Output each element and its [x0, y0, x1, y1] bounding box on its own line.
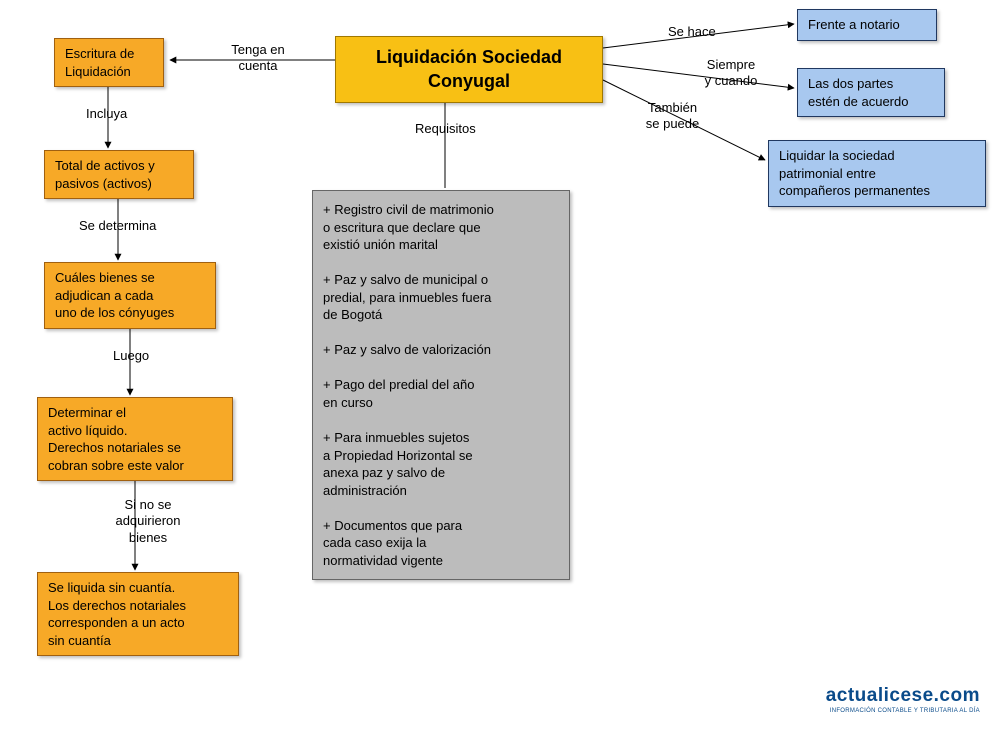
- label-siempre: Siemprey cuando: [696, 57, 766, 90]
- label-se-hace: Se hace: [668, 24, 716, 40]
- node-escritura: Escritura deLiquidación: [54, 38, 164, 87]
- label-si-no: Si no seadquirieronbienes: [103, 497, 193, 546]
- node-activo-liquido: Determinar elactivo líquido.Derechos not…: [37, 397, 233, 481]
- title-node: Liquidación SociedadConyugal: [335, 36, 603, 103]
- node-sin-cuantia: Se liquida sin cuantía.Los derechos nota…: [37, 572, 239, 656]
- label-tenga-en-cuenta: Tenga encuenta: [218, 42, 298, 75]
- label-tambien: Tambiénse puede: [635, 100, 710, 133]
- node-liquidar-patrimonial: Liquidar la sociedadpatrimonial entrecom…: [768, 140, 986, 207]
- logo: actualicese.com INFORMACIÓN CONTABLE Y T…: [826, 685, 980, 714]
- node-dos-partes: Las dos partesestén de acuerdo: [797, 68, 945, 117]
- logo-tagline: INFORMACIÓN CONTABLE Y TRIBUTARIA AL DÍA: [826, 708, 980, 714]
- label-requisitos: Requisitos: [415, 121, 476, 137]
- label-incluya: Incluya: [86, 106, 127, 122]
- logo-brand: actualicese.com: [826, 685, 980, 707]
- node-frente-notario: Frente a notario: [797, 9, 937, 41]
- node-activos-pasivos: Total de activos ypasivos (activos): [44, 150, 194, 199]
- node-bienes-adjudican: Cuáles bienes seadjudican a cadauno de l…: [44, 262, 216, 329]
- label-se-determina: Se determina: [79, 218, 156, 234]
- node-requisitos: + Registro civil de matrimonioo escritur…: [312, 190, 570, 580]
- label-luego: Luego: [113, 348, 149, 364]
